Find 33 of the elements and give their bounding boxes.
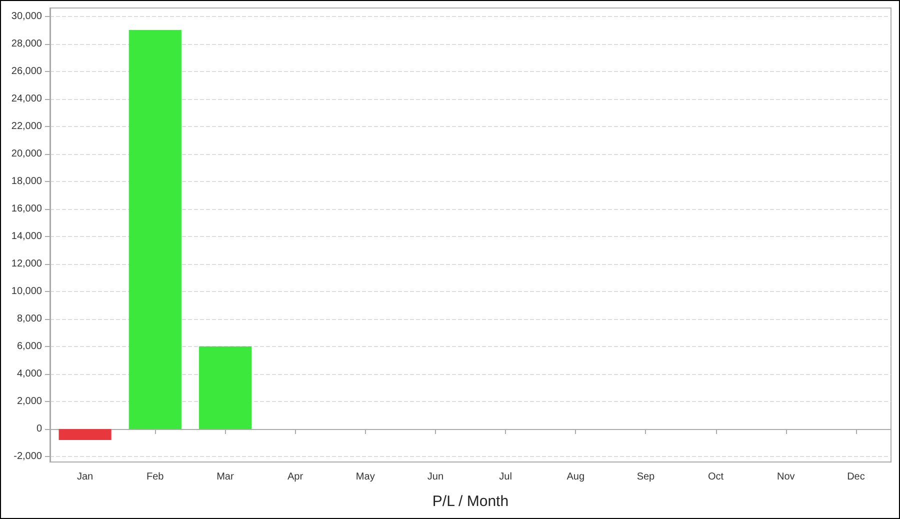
x-tick-label: Sep [636,472,656,482]
y-tick-label: 6,000 [16,340,42,352]
x-tick-label: Apr [288,472,304,482]
y-tick-label: 0 [36,423,42,434]
x-tick-label: Jun [427,472,444,482]
x-tick-label: Nov [776,472,795,482]
bar [58,428,112,440]
bar [128,30,182,429]
y-tick-label: 14,000 [11,230,42,242]
y-tick-label: 30,000 [11,10,42,22]
y-tick-label: 22,000 [11,120,42,132]
y-tick-label: 12,000 [11,258,42,270]
x-tick-label: Feb [146,472,164,482]
y-tick-label: 2,000 [16,396,42,407]
x-tick-label: Aug [566,472,585,482]
y-tick-label: 24,000 [11,93,42,104]
y-tick-label: 8,000 [16,313,42,324]
y-tick-label: 16,000 [11,203,42,214]
y-tick-label: 4,000 [16,368,42,380]
x-tick-label: May [356,472,375,482]
x-tick-label: Mar [216,472,234,482]
y-tick-label: 28,000 [11,38,42,50]
x-tick-label: Jan [76,472,94,482]
y-tick-label: 18,000 [11,176,42,187]
x-axis-title: P/L / Month [432,493,509,510]
y-tick-label: 10,000 [11,286,42,297]
x-tick-label: Oct [708,472,724,482]
y-tick-label: -2,000 [14,450,42,462]
y-tick-label: 26,000 [11,66,42,77]
y-tick-label: 20,000 [11,148,42,160]
x-tick-label: Dec [847,472,865,482]
bar [198,346,252,429]
x-tick-label: Jul [499,472,512,482]
